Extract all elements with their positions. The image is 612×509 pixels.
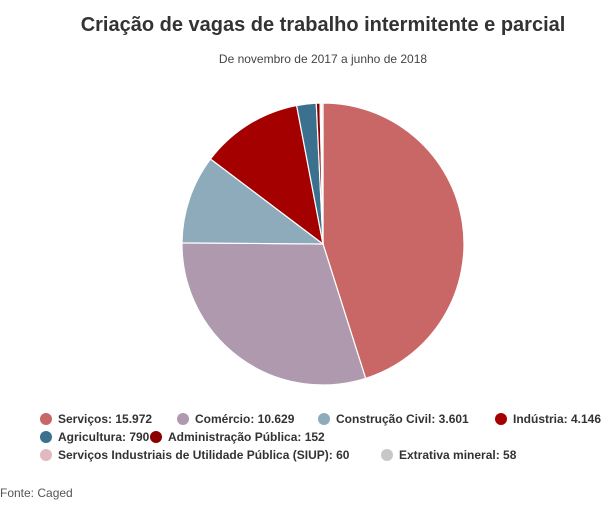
chart-title: Criação de vagas de trabalho intermitent…: [80, 14, 566, 36]
pie-slice-servicos-industriais-de-utilidade-publica-siup[interactable]: [320, 102, 324, 245]
legend-label: Serviços: 15.972: [58, 412, 153, 426]
legend-item-extrativa-mineral[interactable]: Extrativa mineral: 58: [381, 448, 516, 462]
legend-swatch: [40, 413, 52, 425]
legend-swatch: [381, 449, 393, 461]
legend-item-agricultura[interactable]: Agricultura: 790: [40, 430, 149, 444]
legend-label: Agricultura: 790: [58, 430, 150, 444]
pie-slice-industria[interactable]: [209, 104, 324, 245]
pie-slice-servicos[interactable]: [322, 102, 465, 379]
legend-swatch: [40, 431, 52, 443]
pie-slice-comercio[interactable]: [181, 242, 367, 386]
legend-item-construcao-civil[interactable]: Construção Civil: 3.601: [318, 412, 469, 426]
legend-swatch: [150, 431, 162, 443]
legend-label: Comércio: 10.629: [195, 412, 295, 426]
chart-subtitle: De novembro de 2017 a junho de 2018: [218, 52, 428, 66]
legend-label: Extrativa mineral: 58: [399, 448, 517, 462]
legend-swatch: [40, 449, 52, 461]
legend-swatch: [495, 413, 507, 425]
legend-swatch: [318, 413, 330, 425]
legend-label: Indústria: 4.146: [513, 412, 602, 426]
source-note: Fonte: Caged: [0, 486, 73, 500]
legend-label: Administração Pública: 152: [168, 430, 325, 444]
legend-label: Serviços Industriais de Utilidade Públic…: [58, 448, 350, 462]
legend-item-administracao-publica[interactable]: Administração Pública: 152: [150, 430, 325, 444]
legend-item-industria[interactable]: Indústria: 4.146: [495, 412, 601, 426]
pie-slice-construcao-civil[interactable]: [181, 158, 324, 245]
legend-label: Construção Civil: 3.601: [336, 412, 469, 426]
legend-item-comercio[interactable]: Comércio: 10.629: [177, 412, 294, 426]
legend-item-siup[interactable]: Serviços Industriais de Utilidade Públic…: [40, 448, 349, 462]
legend-item-servicos[interactable]: Serviços: 15.972: [40, 412, 152, 426]
legend-swatch: [177, 413, 189, 425]
